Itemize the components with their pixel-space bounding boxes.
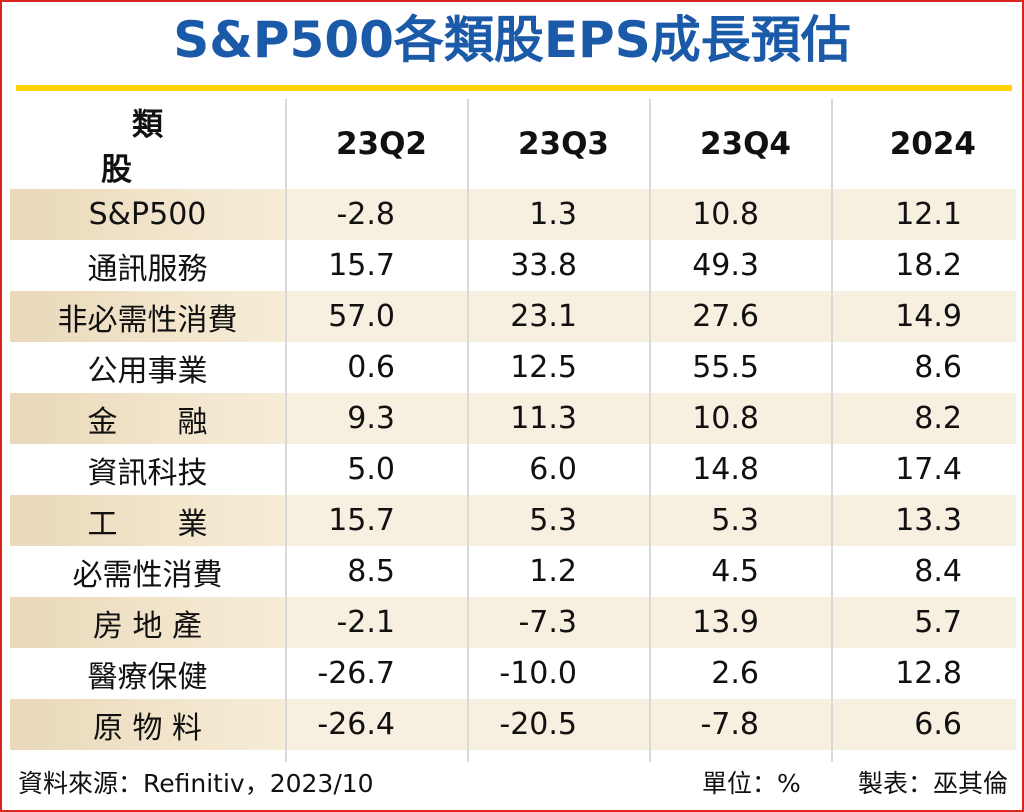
row-value: 33.8 bbox=[467, 240, 650, 291]
row-category: 通訊服務 bbox=[87, 251, 208, 287]
header-category: 類 股 bbox=[101, 107, 318, 188]
row-value: 12.8 bbox=[831, 648, 1016, 699]
header-23q4: 23Q4 bbox=[649, 99, 832, 189]
table-row: 非必需性消費 57.0 23.1 27.6 14.9 bbox=[10, 291, 1016, 342]
row-value: 13.9 bbox=[649, 597, 832, 648]
eps-growth-table: 類 股 23Q2 23Q3 23Q4 2024 S&P500 -2.8 1.3 10.… bbox=[10, 99, 1016, 801]
row-category: 金 融 bbox=[10, 393, 286, 444]
row-value: 12.5 bbox=[467, 342, 650, 393]
table-row: S&P500 -2.8 1.3 10.8 12.1 bbox=[10, 189, 1016, 240]
row-value: 5.7 bbox=[831, 597, 1016, 648]
row-value: -7.3 bbox=[467, 597, 650, 648]
row-value: 6.0 bbox=[467, 444, 650, 495]
row-category: 資訊科技 bbox=[87, 455, 208, 491]
row-value: 17.4 bbox=[831, 444, 1016, 495]
row-value: 13.3 bbox=[831, 495, 1016, 546]
row-value: 27.6 bbox=[649, 291, 832, 342]
row-value: 8.4 bbox=[831, 546, 1016, 597]
row-category: 公用事業 bbox=[87, 353, 208, 389]
row-value: 6.6 bbox=[831, 699, 1016, 750]
row-value: 12.1 bbox=[831, 189, 1016, 240]
row-category: S&P500 bbox=[10, 189, 286, 240]
unit-note: 單位：% bbox=[702, 769, 801, 798]
table-row: 金 融 9.3 11.3 10.8 8.2 bbox=[10, 393, 1016, 444]
row-value: 57.0 bbox=[285, 291, 468, 342]
footer: 資料來源：Refinitiv，2023/10 單位：% 製表：巫其倫 bbox=[10, 762, 1016, 806]
row-value: 4.5 bbox=[649, 546, 832, 597]
row-value: 1.3 bbox=[467, 189, 650, 240]
row-category: 原 物 料 bbox=[10, 699, 286, 750]
row-value: 1.2 bbox=[467, 546, 650, 597]
table-row: 原 物 料 -26.4 -20.5 -7.8 6.6 bbox=[10, 699, 1016, 750]
row-value: 8.5 bbox=[285, 546, 468, 597]
row-value: 14.8 bbox=[649, 444, 832, 495]
row-value: 5.3 bbox=[467, 495, 650, 546]
row-value: 18.2 bbox=[831, 240, 1016, 291]
row-value: 8.2 bbox=[831, 393, 1016, 444]
chart-title: S&P500各類股EPS成長預估 bbox=[173, 11, 851, 69]
table-row: 房 地 產 -2.1 -7.3 13.9 5.7 bbox=[10, 597, 1016, 648]
table-row: 資訊科技 5.0 6.0 14.8 17.4 bbox=[10, 444, 1016, 495]
table-row: 醫療保健 -26.7 -10.0 2.6 12.8 bbox=[10, 648, 1016, 699]
header-2024: 2024 bbox=[831, 99, 1016, 189]
row-value: 11.3 bbox=[467, 393, 650, 444]
row-value: 23.1 bbox=[467, 291, 650, 342]
row-value: 0.6 bbox=[285, 342, 468, 393]
row-value: 10.8 bbox=[649, 189, 832, 240]
table-row: 通訊服務 15.7 33.8 49.3 18.2 bbox=[10, 240, 1016, 291]
row-value: 5.3 bbox=[649, 495, 832, 546]
header-23q3: 23Q3 bbox=[467, 99, 650, 189]
row-category: 非必需性消費 bbox=[10, 291, 286, 342]
row-value: 55.5 bbox=[649, 342, 832, 393]
row-value: 15.7 bbox=[285, 495, 468, 546]
row-value: 2.6 bbox=[649, 648, 832, 699]
row-value: -20.5 bbox=[467, 699, 650, 750]
table-row: 必需性消費 8.5 1.2 4.5 8.4 bbox=[10, 546, 1016, 597]
row-value: -2.8 bbox=[285, 189, 468, 240]
row-value: -26.4 bbox=[285, 699, 468, 750]
row-value: -2.1 bbox=[285, 597, 468, 648]
row-category: 必需性消費 bbox=[72, 557, 223, 593]
row-value: 15.7 bbox=[285, 240, 468, 291]
row-value: 5.0 bbox=[285, 444, 468, 495]
row-value: 14.9 bbox=[831, 291, 1016, 342]
row-value: -10.0 bbox=[467, 648, 650, 699]
row-category: 醫療保健 bbox=[87, 659, 208, 695]
table-row: 工 業 15.7 5.3 5.3 13.3 bbox=[10, 495, 1016, 546]
table-row: 公用事業 0.6 12.5 55.5 8.6 bbox=[10, 342, 1016, 393]
row-value: 9.3 bbox=[285, 393, 468, 444]
row-category: 房 地 產 bbox=[10, 597, 286, 648]
source-note: 資料來源：Refinitiv，2023/10 bbox=[18, 769, 374, 798]
row-value: 10.8 bbox=[649, 393, 832, 444]
table-header-row: 類 股 23Q2 23Q3 23Q4 2024 bbox=[10, 99, 1016, 189]
row-category: 工 業 bbox=[10, 495, 286, 546]
row-value: 49.3 bbox=[649, 240, 832, 291]
row-value: -7.8 bbox=[649, 699, 832, 750]
header-23q2: 23Q2 bbox=[285, 99, 468, 189]
credit-note: 製表：巫其倫 bbox=[857, 769, 1008, 798]
row-value: 8.6 bbox=[831, 342, 1016, 393]
title-underline bbox=[16, 85, 1012, 91]
row-value: -26.7 bbox=[285, 648, 468, 699]
